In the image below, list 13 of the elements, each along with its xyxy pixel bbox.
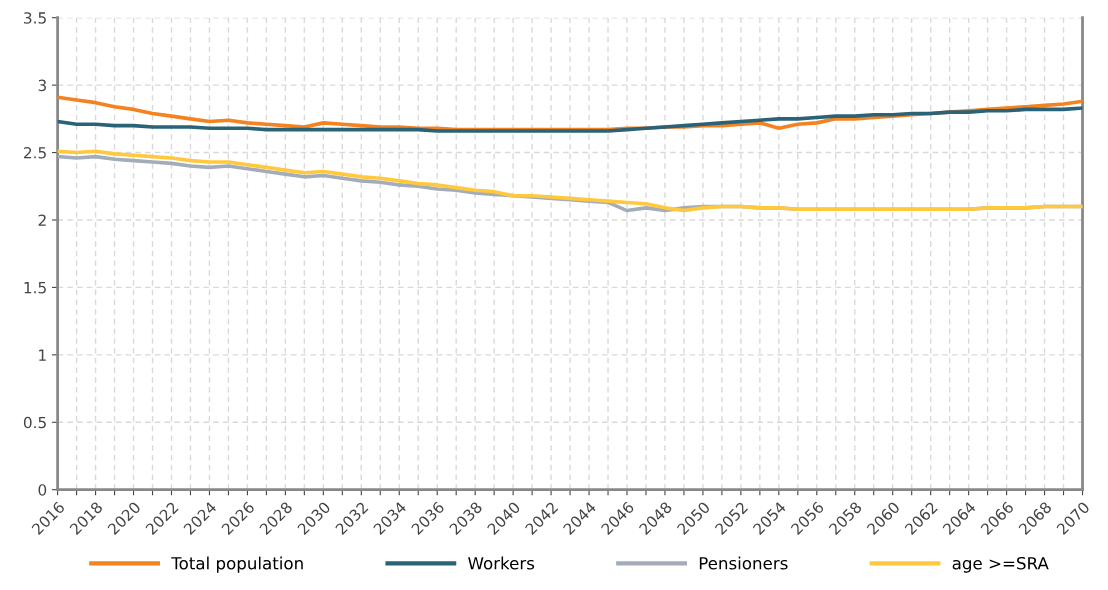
y-tick-label: 2 <box>38 214 46 226</box>
y-tick-label: 0 <box>38 484 47 496</box>
y-tick-label: 2.5 <box>24 147 46 159</box>
legend-label: Pensioners <box>699 556 788 570</box>
line-series <box>57 106 1083 133</box>
y-tick-label: 3.5 <box>24 12 46 24</box>
y-tick-label: 1 <box>39 349 46 361</box>
legend-label: age >=SRA <box>952 556 1049 573</box>
y-tick-label: 1.5 <box>24 282 46 294</box>
legend-label: Workers <box>468 556 535 570</box>
y-tick-label: 0.5 <box>23 416 46 429</box>
y-tick-label: 3 <box>38 79 46 92</box>
legend-label: Total population <box>171 556 303 573</box>
